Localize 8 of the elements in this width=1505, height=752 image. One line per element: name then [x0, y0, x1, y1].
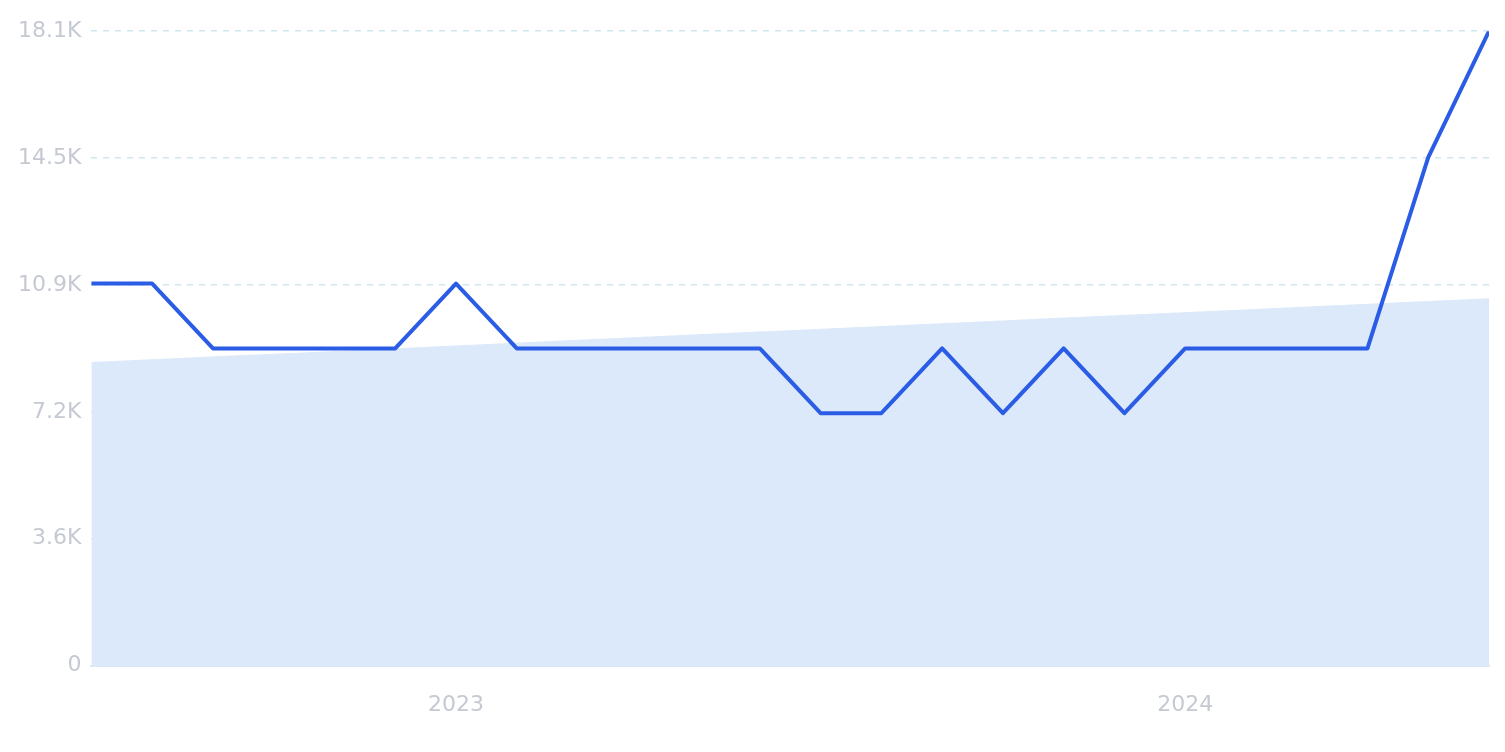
y-tick-label: 14.5K	[17, 143, 82, 169]
y-tick-label: 7.2K	[31, 397, 82, 423]
x-tick-label: 2023	[428, 690, 484, 716]
y-tick-label: 3.6K	[31, 524, 82, 550]
x-tick-label: 2024	[1157, 690, 1214, 716]
y-tick-label: 10.9K	[17, 270, 82, 296]
y-tick-label: 0	[67, 651, 82, 677]
y-tick-label: 18.1K	[17, 16, 82, 42]
